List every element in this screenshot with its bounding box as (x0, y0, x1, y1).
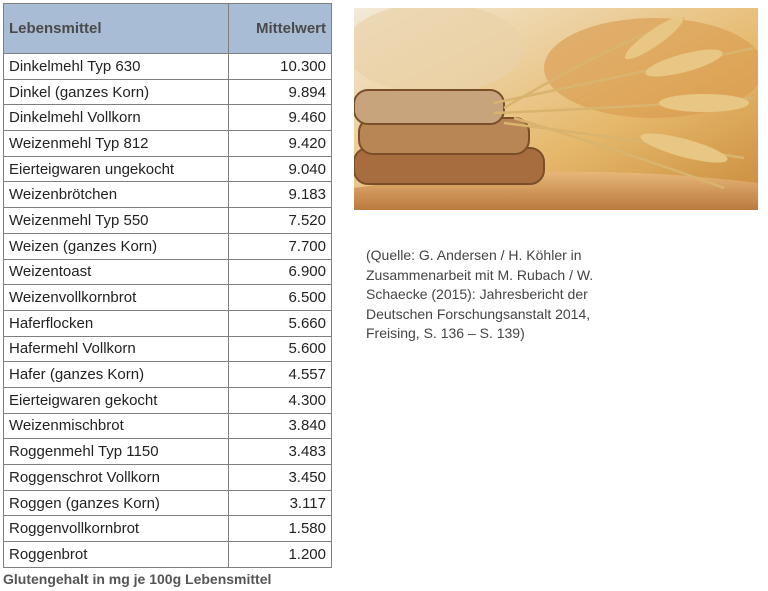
source-line: Schaecke (2015): Jahresbericht der (366, 286, 588, 302)
value-cell: 4.557 (227, 361, 333, 388)
food-cell: Hafer (ganzes Korn) (3, 361, 229, 388)
table-row: Eierteigwaren ungekocht 9.040 (3, 155, 333, 183)
table-row: Roggenvollkornbrot 1.580 (3, 515, 333, 543)
value-cell: 3.840 (227, 412, 333, 440)
value-cell: 5.600 (227, 335, 333, 363)
food-cell: Roggenschrot Vollkorn (3, 464, 229, 491)
value-cell: 3.483 (227, 438, 333, 465)
table-row: Dinkelmehl Typ 630 10.300 (3, 53, 333, 80)
food-cell: Eierteigwaren ungekocht (3, 155, 229, 183)
food-cell: Dinkel (ganzes Korn) (3, 78, 229, 106)
table-row: Weizenmischbrot 3.840 (3, 412, 333, 440)
value-cell: 7.520 (227, 207, 333, 234)
table-row: Eierteigwaren gekocht 4.300 (3, 386, 333, 414)
table-row: Dinkel (ganzes Korn) 9.894 (3, 78, 333, 106)
source-line: Deutschen Forschungsanstalt 2014, (366, 305, 591, 322)
value-cell: 9.040 (227, 155, 333, 183)
food-cell: Weizenmehl Typ 812 (3, 130, 229, 157)
food-cell: Hafermehl Vollkorn (3, 335, 229, 363)
header-cell: Mittelwert (227, 3, 333, 54)
food-cell: Weizentoast (3, 258, 229, 286)
value-cell: 1.200 (227, 541, 333, 568)
value-cell: 10.300 (227, 53, 333, 80)
table-row: Hafer (ganzes Korn) 4.557 (3, 361, 333, 388)
value-cell: 9.420 (227, 130, 333, 157)
gluten-table: Lebensmittel Mittelwert Dinkelmehl Typ 6… (3, 3, 333, 568)
header-cell: Lebensmittel (3, 3, 229, 54)
table-row: Hafermehl Vollkorn 5.600 (3, 335, 333, 363)
value-cell: 9.183 (227, 181, 333, 209)
table-row: Roggenschrot Vollkorn 3.450 (3, 464, 333, 491)
header-row: Lebensmittel Mittelwert (3, 3, 333, 54)
table-row: Weizentoast 6.900 (3, 258, 333, 286)
table-body: Dinkelmehl Typ 630 10.300 Dinkel (ganzes K… (3, 53, 333, 568)
value-cell: 3.450 (227, 464, 333, 491)
table-row: Weizenbrötchen 9.183 (3, 181, 333, 209)
value-cell: 9.460 (227, 104, 333, 132)
food-cell: Weizen (ganzes Korn) (3, 232, 229, 260)
source-line: (Quelle: G. Andersen / H. Köhler in (366, 247, 582, 263)
food-cell: Roggenmehl Typ 1150 (3, 438, 229, 465)
food-cell: Roggenvollkornbrot (3, 515, 229, 543)
caption: Glutengehalt in mg je 100g Lebensmittel (3, 571, 272, 587)
bread-photo (354, 8, 758, 210)
food-cell: Roggen (ganzes Korn) (3, 489, 229, 517)
source-line: Freising, S. 136 – S. 139) (366, 325, 525, 341)
value-cell: 6.500 (227, 284, 333, 311)
value-cell: 6.900 (227, 258, 333, 286)
food-cell: Weizenvollkornbrot (3, 284, 229, 311)
food-cell: Haferflocken (3, 309, 229, 337)
food-cell: Dinkelmehl Typ 630 (3, 53, 229, 80)
value-cell: 4.300 (227, 386, 333, 414)
table-row: Haferflocken 5.660 (3, 309, 333, 337)
value-cell: 7.700 (227, 232, 333, 260)
food-cell: Weizenmehl Typ 550 (3, 207, 229, 234)
value-cell: 1.580 (227, 515, 333, 543)
source-line: Zusammenarbeit mit M. Rubach / W. (366, 266, 594, 283)
table-row: Weizen (ganzes Korn) 7.700 (3, 232, 333, 260)
table-row: Roggen (ganzes Korn) 3.117 (3, 489, 333, 517)
table-row: Roggenbrot 1.200 (3, 541, 333, 568)
table-row: Weizenmehl Typ 812 9.420 (3, 130, 333, 157)
table-row: Roggenmehl Typ 1150 3.483 (3, 438, 333, 465)
food-cell: Weizenmischbrot (3, 412, 229, 440)
food-cell: Eierteigwaren gekocht (3, 386, 229, 414)
value-cell: 5.660 (227, 309, 333, 337)
food-cell: Weizenbrötchen (3, 181, 229, 209)
value-cell: 9.894 (227, 78, 333, 106)
food-cell: Dinkelmehl Vollkorn (3, 104, 229, 132)
food-cell: Roggenbrot (3, 541, 229, 568)
table-row: Dinkelmehl Vollkorn 9.460 (3, 104, 333, 132)
value-cell: 3.117 (227, 489, 333, 517)
table-row: Weizenvollkornbrot 6.500 (3, 284, 333, 311)
table-row: Weizenmehl Typ 550 7.520 (3, 207, 333, 234)
source-note: (Quelle: G. Andersen / H. Köhler in Zusam… (366, 246, 593, 344)
